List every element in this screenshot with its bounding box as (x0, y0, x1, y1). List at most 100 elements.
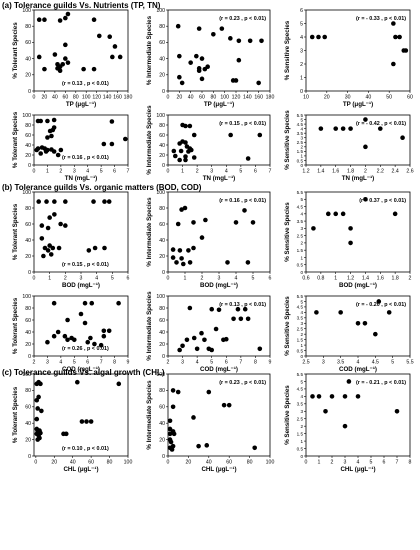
data-point (186, 248, 191, 253)
y-axis-label: % Intermediate Species (146, 197, 153, 267)
data-point (55, 329, 61, 335)
correlation-annotation: (r = 0.10 , p < 0.01) (62, 446, 109, 452)
data-point (194, 53, 199, 59)
x-tick-label: 3 (181, 360, 184, 366)
y-tick-label: 0 (162, 270, 165, 276)
data-point (55, 152, 61, 158)
y-tick-label: 80 (159, 306, 165, 312)
data-point (41, 253, 46, 259)
data-point (36, 199, 41, 204)
x-axis-label: TN (mgL⁻¹) (342, 175, 374, 182)
y-tick-label: 100 (156, 294, 165, 300)
y-tick-label: 0.5 (297, 348, 304, 353)
data-point (183, 140, 188, 145)
data-point (391, 61, 396, 67)
x-tick-label: 4 (357, 460, 360, 466)
data-point (52, 212, 57, 217)
data-point (42, 146, 48, 151)
y-tick-label: 80 (25, 24, 31, 30)
data-point (333, 126, 339, 131)
x-axis-label: BOD (mgL⁻¹) (339, 282, 377, 289)
data-point (191, 245, 196, 251)
data-point (63, 56, 68, 61)
data-point (393, 34, 398, 40)
correlation-annotation: (r = 0.37 , p < 0.01) (359, 198, 406, 204)
data-point (170, 247, 176, 252)
y-tick-label: 20 (159, 437, 165, 443)
x-tick-label: 60 (88, 460, 94, 466)
data-point (174, 260, 179, 265)
x-tick-label: 1 (46, 169, 49, 175)
data-point (340, 211, 346, 217)
data-point (245, 156, 251, 161)
x-tick-label: 40 (188, 95, 194, 101)
x-tick-label: 6 (269, 276, 272, 282)
data-point (63, 42, 68, 48)
x-tick-label: 0.6 (302, 276, 309, 282)
x-tick-label: 5 (252, 276, 255, 282)
data-point (316, 34, 321, 40)
x-tick-label: 5 (210, 360, 213, 366)
x-tick-label: 5 (73, 360, 76, 366)
x-axis-label: CHL (μgL⁻¹) (63, 466, 98, 473)
y-tick-label: 6 (300, 8, 303, 14)
x-tick-label: 1.6 (332, 169, 339, 175)
data-point (309, 34, 315, 40)
x-tick-label: 3 (218, 276, 221, 282)
y-tick-label: 20 (159, 153, 165, 159)
x-tick-label: 1 (48, 276, 51, 282)
scatter-panel-6: 1.2 1.4 1.6 1.8 2 2.2 2.4 2.600.511.522.533.544… (284, 110, 414, 182)
y-tick-label: 80 (25, 306, 31, 312)
plot-frame (33, 191, 129, 273)
y-tick-label: 40 (159, 238, 165, 244)
x-tick-label: 4 (357, 360, 360, 366)
y-tick-label: 100 (156, 113, 165, 119)
y-tick-label: 20 (25, 153, 31, 159)
plot-frame (167, 9, 271, 92)
data-point (56, 245, 62, 251)
y-tick-label: 1 (300, 439, 303, 444)
correlation-annotation: (r = 0.26 , p < 0.01) (62, 346, 109, 352)
y-tick-label: 60 (159, 318, 165, 324)
x-tick-label: 1 (181, 169, 184, 175)
x-tick-label: 8 (254, 360, 257, 366)
data-point (65, 60, 71, 65)
y-tick-label: 0 (28, 354, 31, 360)
x-tick-label: 1 (334, 276, 337, 282)
data-point (233, 220, 239, 225)
data-point (363, 144, 368, 150)
data-point (171, 148, 177, 154)
data-point (182, 205, 188, 211)
y-tick-label: 1 (300, 154, 303, 159)
y-tick-label: 4.5 (297, 305, 304, 310)
data-point (60, 61, 66, 67)
data-point (175, 23, 181, 29)
scatter-panel-10: 2 3 4 5 6 7 8 9 0 20 40 60 80 100 COD (mgL⁻¹) % Toleran… (12, 294, 130, 373)
x-tick-label: 6 (254, 169, 257, 175)
data-point (177, 157, 182, 163)
data-point (96, 33, 102, 39)
x-tick-label: 2 (331, 460, 334, 466)
y-tick-label: 0 (28, 89, 31, 95)
data-point (116, 381, 122, 387)
data-point (342, 394, 348, 399)
data-point (318, 126, 324, 131)
data-point (63, 199, 68, 204)
x-tick-label: 140 (243, 95, 252, 101)
correlation-annotation: (r = - 0.20 , p < 0.01) (356, 302, 406, 308)
data-point (36, 54, 42, 60)
x-tick-label: 120 (232, 95, 241, 101)
correlation-annotation: (r = 0.16 , p < 0.01) (62, 155, 109, 161)
y-tick-label: 5.5 (297, 294, 304, 299)
data-point (179, 80, 185, 86)
data-point (342, 423, 348, 429)
y-tick-label: 2 (300, 241, 303, 246)
y-tick-label: 100 (156, 190, 165, 196)
data-point (199, 330, 204, 336)
x-tick-label: 0 (33, 276, 36, 282)
data-point (226, 402, 232, 408)
y-tick-label: 0 (28, 163, 31, 169)
x-tick-label: 100 (82, 95, 91, 101)
scatter-panel-13: 0 20 40 60 80 100 0 20 40 60 80 100 CHL (μgL⁻¹) % Tol… (12, 372, 132, 473)
y-axis-label: % Intermediate Species (146, 15, 153, 85)
